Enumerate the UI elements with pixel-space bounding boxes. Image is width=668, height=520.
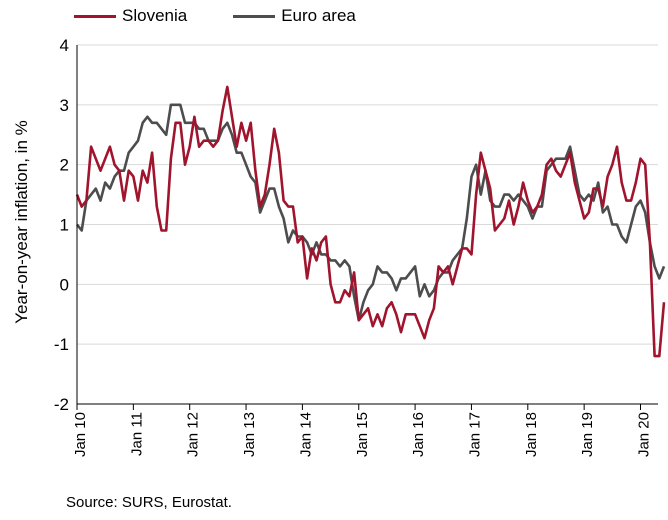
legend-item-euro-area: Euro area bbox=[233, 6, 356, 26]
legend-label-slovenia: Slovenia bbox=[122, 6, 188, 25]
y-tick-label: -1 bbox=[54, 335, 69, 354]
series-line-euro-area bbox=[75, 103, 666, 322]
y-tick-label: 1 bbox=[60, 216, 69, 235]
x-tick-label: Jan 11 bbox=[128, 412, 145, 456]
axes bbox=[76, 45, 658, 405]
x-tick-label: Jan 15 bbox=[354, 412, 371, 457]
y-axis-ticks: 4 3 2 1 0 -1 -2 bbox=[54, 36, 69, 414]
x-tick-label: Jan 13 bbox=[241, 412, 258, 457]
source-note: Source: SURS, Eurostat. bbox=[66, 494, 232, 511]
legend-swatch-euro-area bbox=[233, 14, 276, 18]
legend-label-euro-area: Euro area bbox=[281, 6, 356, 25]
gridlines bbox=[77, 44, 658, 345]
x-tick-label: Jan 14 bbox=[297, 412, 314, 457]
x-tick-label: Jan 16 bbox=[410, 412, 427, 457]
legend-item-slovenia: Slovenia bbox=[74, 6, 187, 26]
y-tick-label: -2 bbox=[54, 395, 69, 414]
x-tick-label: Jan 10 bbox=[72, 412, 89, 457]
x-tick-label: Jan 17 bbox=[466, 412, 483, 457]
legend-swatch-slovenia bbox=[74, 14, 116, 18]
y-tick-label: 3 bbox=[60, 96, 69, 115]
x-tick-label: Jan 20 bbox=[636, 412, 653, 457]
y-tick-label: 2 bbox=[60, 156, 69, 175]
y-tick-label: 0 bbox=[60, 275, 69, 294]
x-tick-label: Jan 12 bbox=[185, 412, 202, 457]
series-lines bbox=[75, 85, 666, 358]
y-tick-label: 4 bbox=[60, 36, 69, 55]
y-axis-title-text: Year-on-year inflation, in % bbox=[12, 120, 31, 324]
legend: Slovenia Euro area bbox=[74, 6, 356, 26]
x-tick-label: Jan 18 bbox=[523, 412, 540, 457]
x-tick-label: Jan 19 bbox=[579, 412, 596, 457]
series-line-slovenia bbox=[75, 85, 666, 358]
x-axis-ticks: Jan 10 Jan 11 Jan 12 Jan 13 Jan 14 Jan 15 Jan … bbox=[72, 404, 653, 457]
